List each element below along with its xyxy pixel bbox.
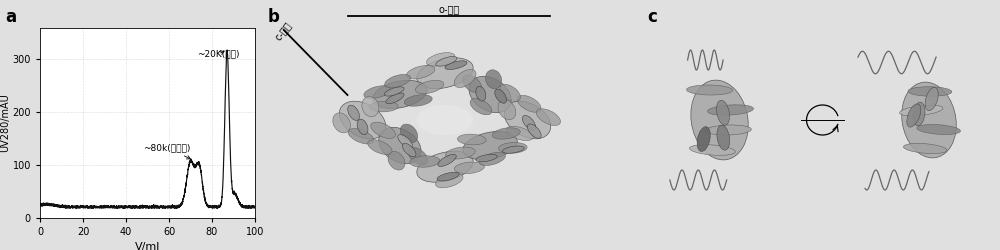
- Ellipse shape: [436, 56, 457, 66]
- Ellipse shape: [371, 122, 395, 138]
- Ellipse shape: [463, 132, 517, 160]
- Ellipse shape: [357, 119, 368, 135]
- Ellipse shape: [687, 85, 733, 95]
- Ellipse shape: [470, 98, 492, 115]
- Text: c: c: [647, 8, 657, 26]
- Ellipse shape: [522, 116, 536, 130]
- Ellipse shape: [362, 96, 379, 117]
- Text: c-二体: c-二体: [272, 20, 293, 42]
- Ellipse shape: [717, 100, 730, 125]
- Ellipse shape: [379, 128, 421, 164]
- Ellipse shape: [386, 93, 404, 104]
- Ellipse shape: [907, 104, 921, 127]
- Ellipse shape: [708, 105, 753, 115]
- Ellipse shape: [438, 154, 456, 166]
- Ellipse shape: [498, 142, 527, 153]
- Ellipse shape: [404, 95, 432, 106]
- Ellipse shape: [900, 105, 943, 116]
- Ellipse shape: [384, 87, 404, 96]
- Ellipse shape: [368, 140, 392, 154]
- Ellipse shape: [398, 134, 412, 147]
- Ellipse shape: [417, 58, 473, 89]
- Text: o-二体: o-二体: [438, 4, 459, 14]
- Ellipse shape: [527, 124, 541, 138]
- Ellipse shape: [476, 154, 497, 162]
- Ellipse shape: [503, 146, 524, 153]
- Text: ~20K(二体): ~20K(二体): [197, 50, 239, 58]
- Ellipse shape: [506, 126, 533, 140]
- Ellipse shape: [492, 128, 520, 139]
- Ellipse shape: [407, 66, 435, 79]
- Ellipse shape: [373, 80, 427, 108]
- Ellipse shape: [364, 86, 391, 98]
- Ellipse shape: [446, 147, 475, 159]
- Ellipse shape: [902, 82, 956, 158]
- Ellipse shape: [402, 143, 416, 157]
- Text: a: a: [5, 8, 16, 26]
- Ellipse shape: [369, 101, 398, 112]
- Ellipse shape: [462, 75, 482, 92]
- Ellipse shape: [689, 145, 735, 155]
- Ellipse shape: [479, 152, 505, 166]
- Ellipse shape: [457, 134, 486, 145]
- Ellipse shape: [417, 105, 473, 135]
- Ellipse shape: [903, 144, 947, 154]
- Ellipse shape: [388, 151, 405, 170]
- Ellipse shape: [417, 151, 473, 182]
- Ellipse shape: [454, 162, 484, 173]
- Y-axis label: UV280/mAU: UV280/mAU: [0, 93, 10, 152]
- Ellipse shape: [536, 109, 560, 126]
- Ellipse shape: [925, 87, 938, 111]
- Ellipse shape: [697, 127, 710, 152]
- Ellipse shape: [427, 52, 455, 66]
- Ellipse shape: [339, 101, 386, 139]
- Ellipse shape: [691, 80, 748, 160]
- Ellipse shape: [717, 125, 730, 150]
- Ellipse shape: [913, 102, 925, 126]
- Ellipse shape: [385, 74, 411, 88]
- Ellipse shape: [495, 89, 506, 103]
- Ellipse shape: [436, 174, 463, 188]
- Ellipse shape: [498, 100, 516, 120]
- Ellipse shape: [415, 80, 444, 94]
- Ellipse shape: [454, 70, 476, 87]
- Ellipse shape: [485, 70, 502, 89]
- Ellipse shape: [333, 113, 350, 133]
- Ellipse shape: [476, 86, 486, 101]
- Ellipse shape: [517, 96, 541, 112]
- Ellipse shape: [408, 148, 428, 165]
- Ellipse shape: [348, 128, 374, 144]
- Ellipse shape: [445, 61, 467, 70]
- Ellipse shape: [917, 124, 960, 134]
- Ellipse shape: [410, 156, 440, 167]
- Ellipse shape: [437, 172, 459, 181]
- Ellipse shape: [469, 76, 511, 112]
- Ellipse shape: [908, 87, 952, 96]
- Ellipse shape: [500, 84, 520, 102]
- Text: ~80k(八聚体): ~80k(八聚体): [143, 143, 191, 159]
- Ellipse shape: [400, 124, 418, 143]
- X-axis label: V/ml: V/ml: [135, 242, 160, 250]
- Ellipse shape: [504, 101, 551, 139]
- Ellipse shape: [348, 105, 359, 120]
- Text: b: b: [268, 8, 280, 26]
- Ellipse shape: [705, 125, 751, 135]
